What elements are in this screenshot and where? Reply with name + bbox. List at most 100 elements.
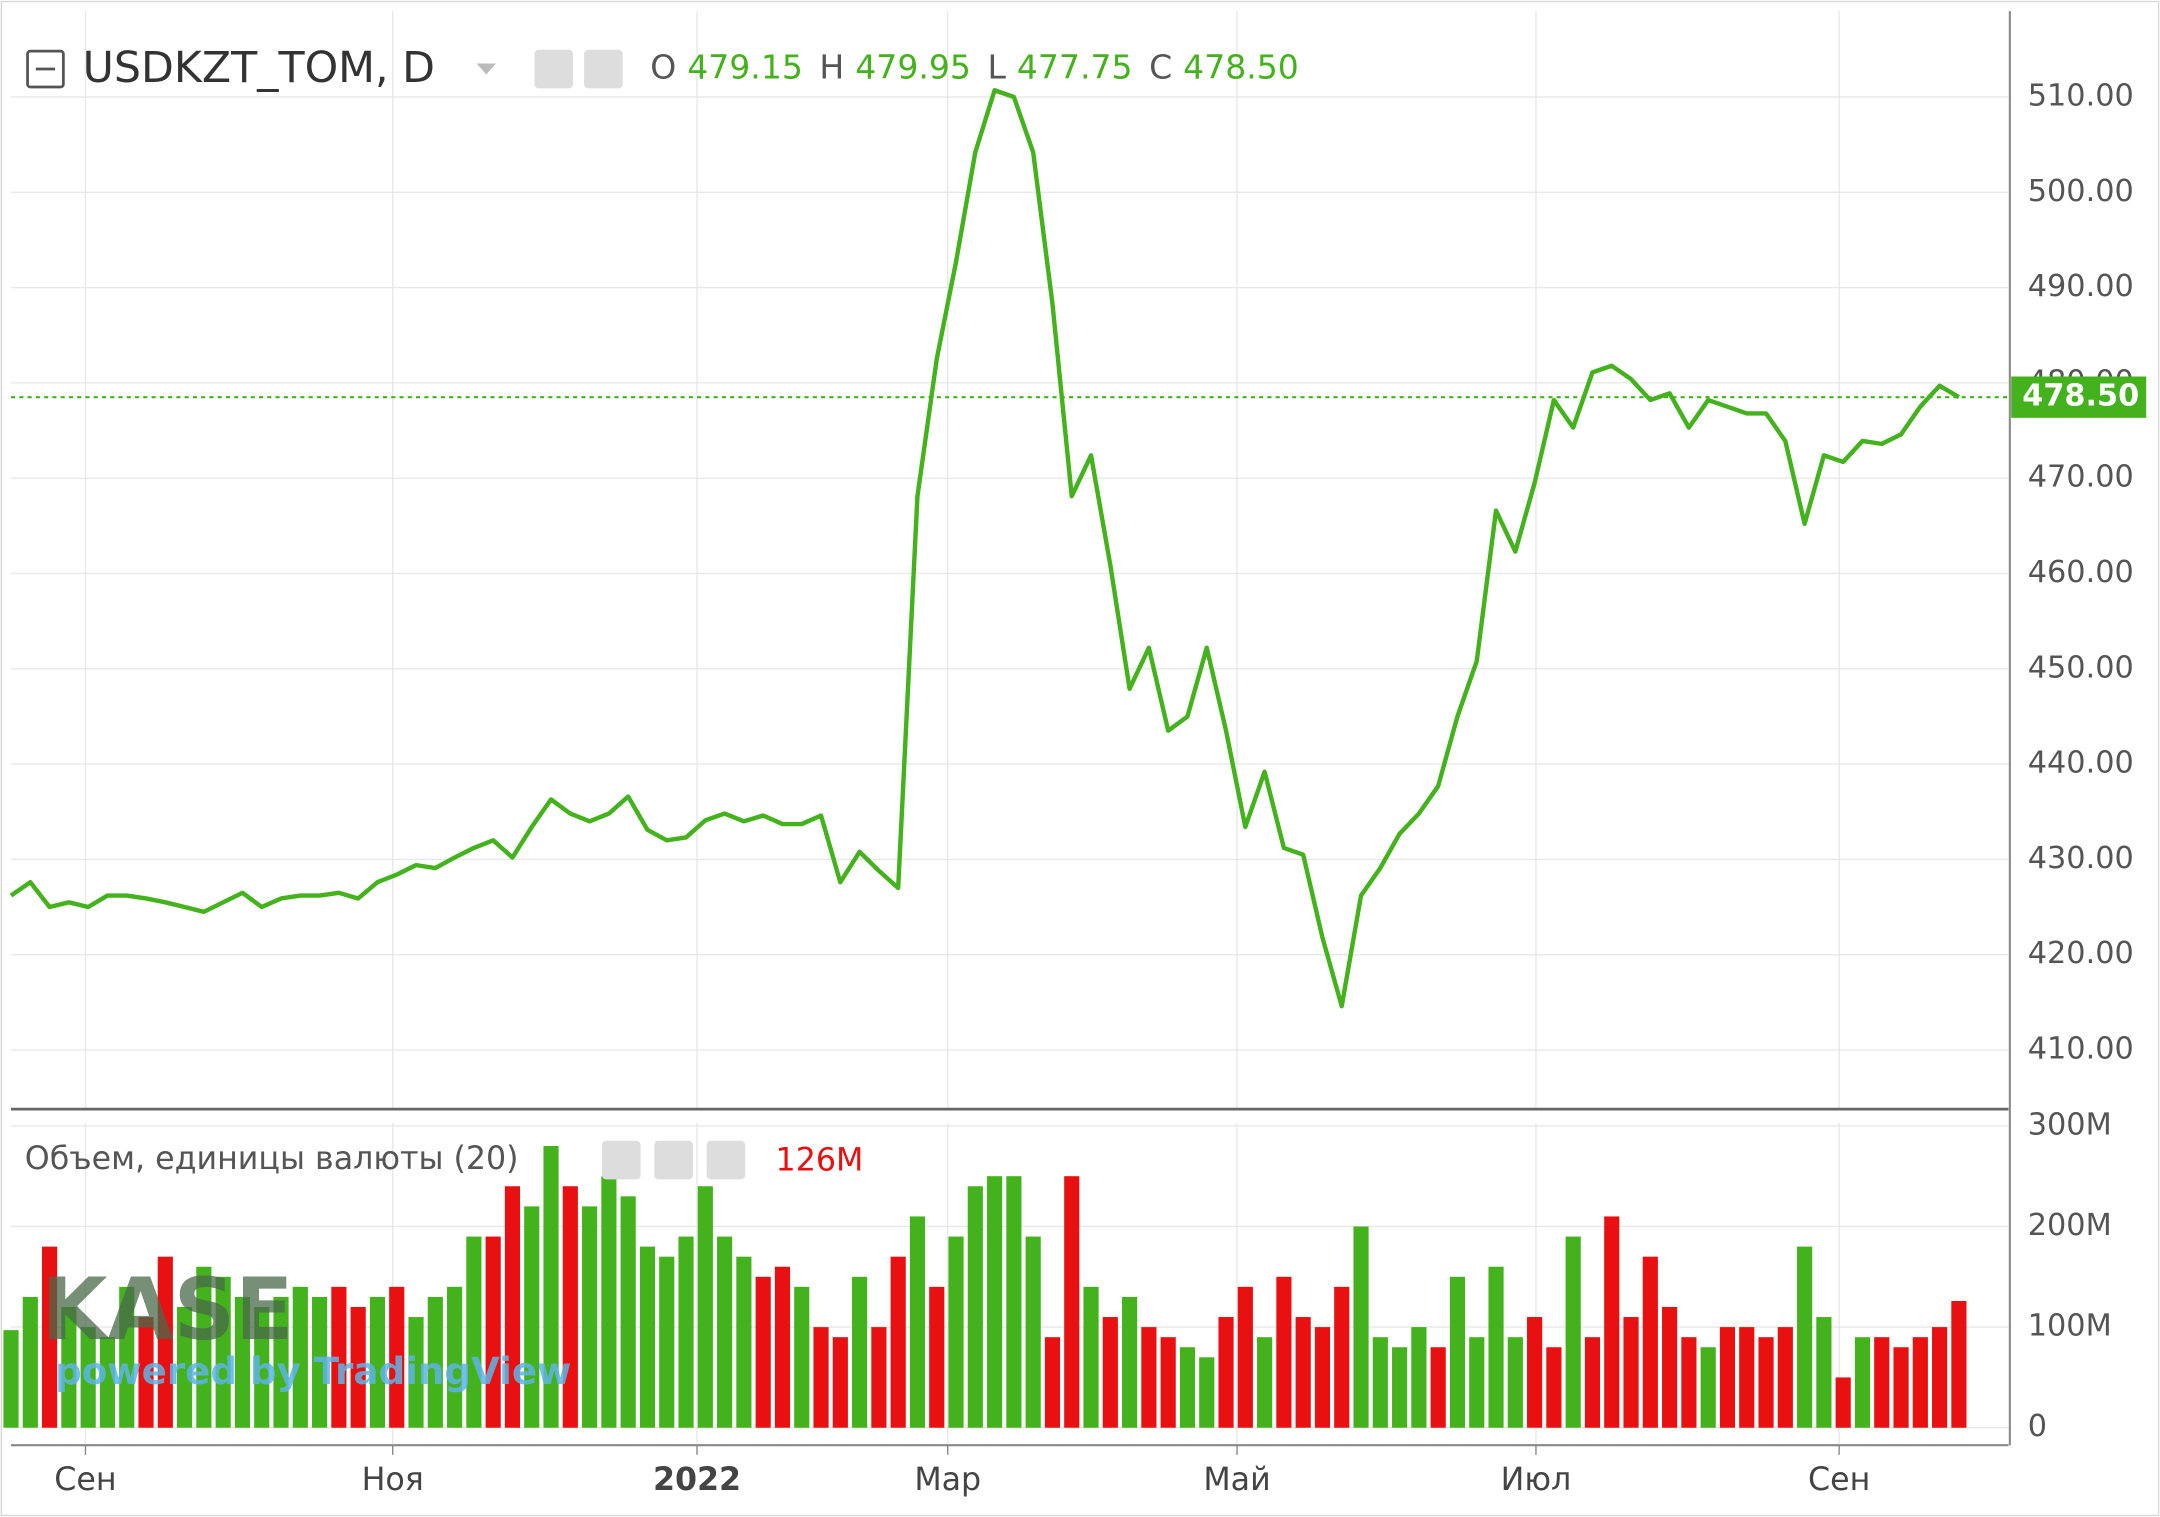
y-tick-label: 420.00 bbox=[2028, 936, 2134, 971]
y-tick-label: 470.00 bbox=[2028, 460, 2134, 495]
volume-bar bbox=[813, 1327, 829, 1428]
volume-bar bbox=[3, 1330, 19, 1428]
volume-bar bbox=[1758, 1337, 1774, 1428]
volume-bar bbox=[601, 1176, 617, 1428]
volume-bar bbox=[177, 1306, 193, 1428]
volume-bar bbox=[1546, 1347, 1562, 1428]
overlay: 410.00 420.00 430.00 440.00 450.00 460.00 470.… bbox=[54, 78, 2147, 1498]
y-tick-label: 0 bbox=[2028, 1409, 2047, 1444]
x-tick-label: Ноя bbox=[362, 1462, 424, 1498]
ohlc-value: 478.50 bbox=[1183, 48, 1299, 87]
ohlc-value: 479.95 bbox=[855, 48, 971, 87]
volume-bar bbox=[659, 1256, 675, 1428]
volume-bar bbox=[1218, 1317, 1234, 1428]
volume-bar bbox=[1392, 1347, 1408, 1428]
volume-bar bbox=[1102, 1317, 1118, 1428]
volume-bar bbox=[736, 1256, 752, 1428]
y-tick-label: 300M bbox=[2028, 1107, 2112, 1142]
volume-bar bbox=[1623, 1317, 1639, 1428]
volume-bar bbox=[99, 1337, 116, 1428]
volume-bar bbox=[987, 1176, 1003, 1428]
volume-bar bbox=[852, 1276, 868, 1428]
dropdown-icon[interactable] bbox=[476, 63, 496, 75]
y-tick-label: 440.00 bbox=[2028, 746, 2134, 781]
volume-bar bbox=[157, 1256, 173, 1428]
volume-bar bbox=[967, 1186, 983, 1428]
eye-icon[interactable] bbox=[601, 1140, 641, 1180]
volume-bar bbox=[389, 1286, 405, 1428]
settings-icon[interactable] bbox=[584, 49, 623, 89]
volume-bar bbox=[1122, 1296, 1138, 1428]
volume-bar bbox=[234, 1296, 251, 1428]
volume-bar bbox=[292, 1286, 308, 1428]
volume-bar bbox=[1160, 1337, 1176, 1428]
volume-bar bbox=[1141, 1327, 1157, 1428]
y-tick-label: 430.00 bbox=[2028, 841, 2134, 876]
volume-bar bbox=[1430, 1347, 1446, 1428]
volume-bar bbox=[273, 1296, 289, 1428]
volume-bar bbox=[639, 1246, 656, 1428]
volume-bar bbox=[1951, 1300, 1967, 1428]
volume-bar bbox=[80, 1327, 96, 1428]
volume-bar bbox=[1777, 1327, 1793, 1428]
volume-bar bbox=[1199, 1357, 1215, 1428]
volume-bar bbox=[1006, 1176, 1022, 1428]
volume-bar bbox=[1488, 1266, 1504, 1428]
volume-bar bbox=[466, 1236, 482, 1428]
y-tick-label: 100M bbox=[2028, 1309, 2112, 1344]
volume-bar bbox=[1237, 1286, 1253, 1428]
volume-bar bbox=[1893, 1347, 1909, 1428]
close-icon[interactable] bbox=[706, 1140, 746, 1180]
volume-bar bbox=[1083, 1286, 1099, 1428]
volume-bar bbox=[890, 1256, 906, 1428]
volume-bar bbox=[1700, 1347, 1716, 1428]
volume-title: Объем, единицы валюты (20) bbox=[25, 1141, 519, 1177]
volume-bar bbox=[447, 1286, 463, 1428]
volume-bar bbox=[119, 1286, 135, 1428]
ohlc-value: 479.15 bbox=[687, 48, 803, 87]
y-tick-label: 490.00 bbox=[2028, 269, 2134, 304]
volume-bar bbox=[1064, 1176, 1080, 1428]
y-tick-label: 510.00 bbox=[2028, 78, 2134, 113]
volume-bar bbox=[929, 1286, 945, 1428]
ohlc-label: O bbox=[650, 48, 676, 87]
last-price-label: 478.50 bbox=[2022, 379, 2139, 414]
volume-bar bbox=[543, 1146, 559, 1428]
volume-bar bbox=[871, 1327, 887, 1428]
volume-bar bbox=[697, 1186, 713, 1428]
ohlc-label: C bbox=[1149, 48, 1172, 87]
volume-bar bbox=[1411, 1327, 1427, 1428]
volume-bar bbox=[1874, 1337, 1890, 1428]
volume-bar bbox=[1257, 1337, 1273, 1428]
volume-bar bbox=[312, 1296, 328, 1428]
volume-bar bbox=[215, 1276, 231, 1428]
volume-bar bbox=[620, 1196, 636, 1428]
volume-bar bbox=[1527, 1317, 1543, 1428]
last-price-tag bbox=[2011, 376, 2147, 418]
volume-bar bbox=[1314, 1327, 1331, 1428]
volume-bar bbox=[331, 1286, 347, 1428]
ohlc-value: 477.75 bbox=[1017, 48, 1133, 87]
y-tick-label: 500.00 bbox=[2028, 174, 2134, 209]
volume-bar bbox=[254, 1306, 270, 1428]
volume-bar bbox=[774, 1266, 791, 1428]
volume-bar bbox=[1604, 1216, 1620, 1428]
y-tick-label: 450.00 bbox=[2028, 650, 2134, 685]
volume-bar bbox=[22, 1296, 38, 1428]
volume-bar bbox=[504, 1186, 521, 1428]
volume-bar bbox=[1295, 1317, 1311, 1428]
settings-icon[interactable] bbox=[654, 1140, 693, 1180]
volume-bar bbox=[562, 1186, 578, 1428]
volume-bar bbox=[369, 1296, 386, 1428]
symbol-title: USDKZT_TOM, D bbox=[83, 43, 435, 93]
volume-last-value: 126M bbox=[776, 1142, 864, 1178]
volume-bar bbox=[1662, 1306, 1678, 1428]
volume-bar bbox=[1719, 1327, 1736, 1428]
volume-bar bbox=[1854, 1337, 1871, 1428]
volume-bar bbox=[1835, 1377, 1851, 1428]
x-tick-label: Мар bbox=[914, 1462, 981, 1498]
volume-bar bbox=[1179, 1347, 1196, 1428]
volume-bar bbox=[138, 1317, 154, 1428]
eye-icon[interactable] bbox=[534, 49, 574, 89]
price-line bbox=[9, 88, 1961, 1009]
